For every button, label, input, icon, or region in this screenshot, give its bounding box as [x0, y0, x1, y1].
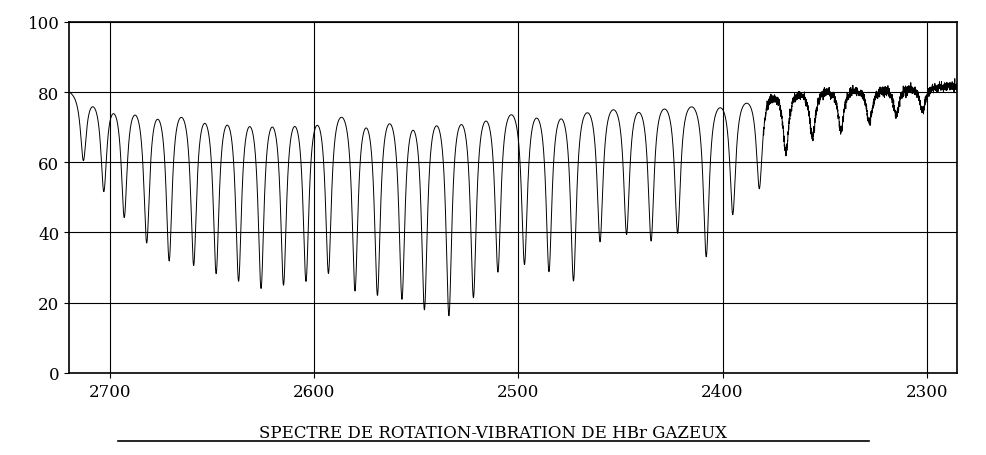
Text: SPECTRE DE ROTATION-VIBRATION DE HBr GAZEUX: SPECTRE DE ROTATION-VIBRATION DE HBr GAZ… [259, 424, 727, 441]
